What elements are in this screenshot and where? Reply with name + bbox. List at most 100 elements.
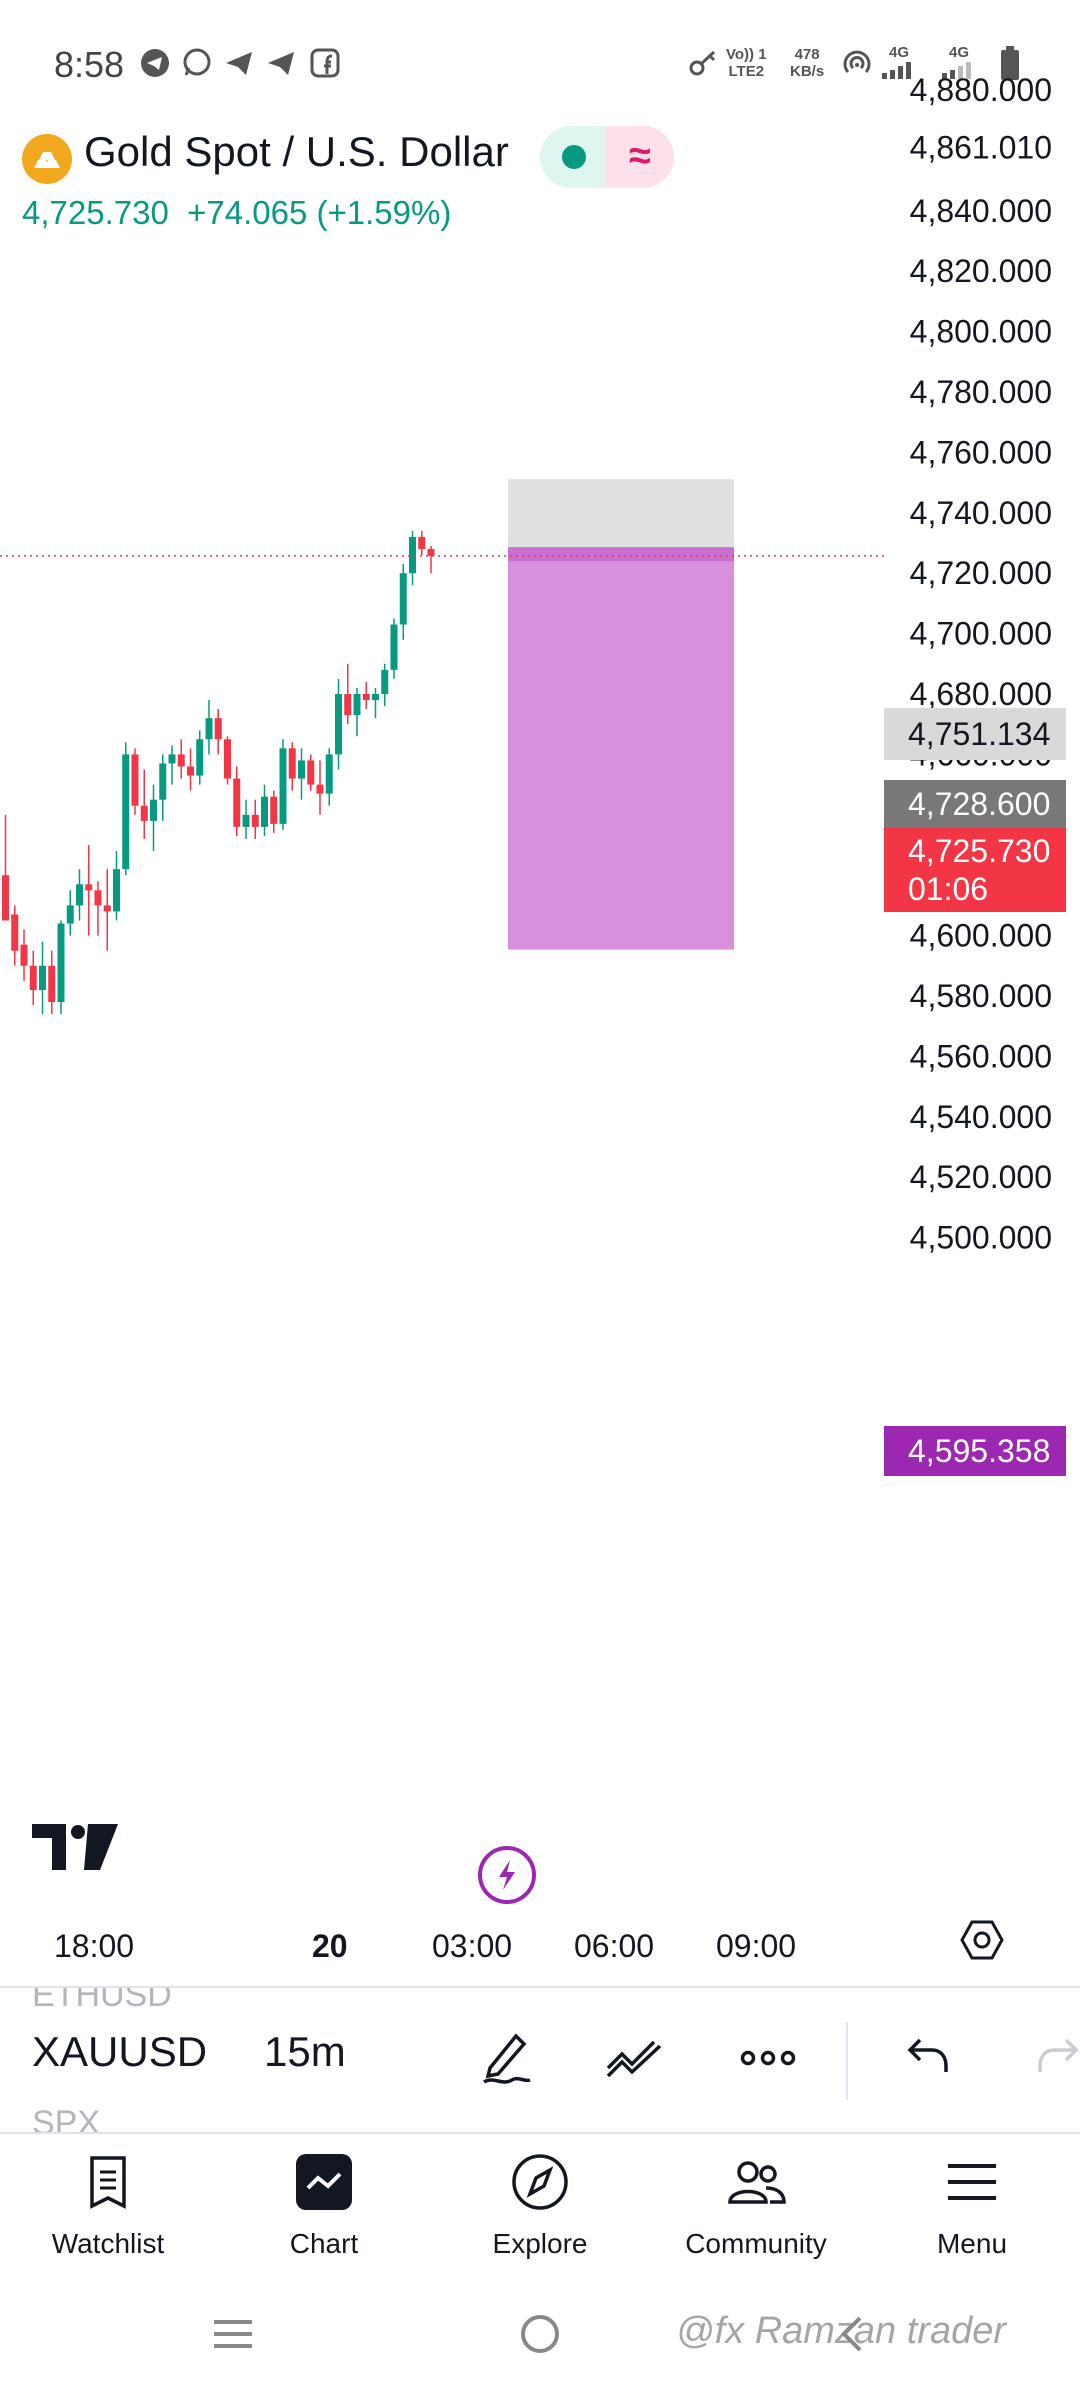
stop-price-badge: 4,595.358 xyxy=(884,1426,1066,1476)
candle-body xyxy=(177,754,185,767)
home-icon[interactable] xyxy=(518,2312,562,2356)
candle-body xyxy=(140,805,148,821)
entry-band xyxy=(508,547,734,562)
candle-body xyxy=(66,905,74,924)
candle-body xyxy=(353,694,361,716)
facebook-icon xyxy=(310,48,340,78)
candle-body xyxy=(113,869,120,912)
candle-body xyxy=(390,624,398,670)
candle-body xyxy=(242,814,250,827)
hotspot-icon xyxy=(843,50,871,73)
candle-body xyxy=(39,965,46,990)
gold-logo-icon xyxy=(22,134,72,184)
nav-community[interactable]: Community xyxy=(656,2134,856,2284)
price-axis-label: 4,600.000 xyxy=(910,918,1052,954)
entry-price-badge: 4,728.600 xyxy=(884,780,1066,828)
delayed-data-icon: ≈ xyxy=(606,126,674,188)
symbol-title[interactable]: Gold Spot / U.S. Dollar xyxy=(84,128,509,175)
price-change: +74.065 (+1.59%) xyxy=(187,194,452,231)
community-icon xyxy=(728,2161,786,2204)
price-axis-label: 4,740.000 xyxy=(910,495,1052,531)
interval-selector[interactable]: 15m xyxy=(264,2028,346,2075)
candle-body xyxy=(362,694,370,701)
send-icon xyxy=(268,52,294,75)
candle-body xyxy=(224,739,231,779)
more-tools-icon[interactable] xyxy=(738,2028,798,2088)
price-axis-label: 4,840.000 xyxy=(910,193,1052,229)
nav-menu[interactable]: Menu xyxy=(872,2134,1072,2284)
nav-label: Explore xyxy=(492,2228,588,2259)
candle-body xyxy=(381,669,389,694)
battery-icon xyxy=(1001,46,1019,80)
nav-label: Menu xyxy=(936,2228,1008,2259)
candle-body xyxy=(2,875,9,921)
system-navigation-bar xyxy=(0,2284,1080,2392)
position-tool[interactable] xyxy=(0,479,884,950)
candle-body xyxy=(94,890,102,906)
candle-body xyxy=(279,748,287,824)
price-axis-label: 4,720.000 xyxy=(910,555,1052,591)
redo-icon[interactable] xyxy=(1030,2028,1080,2088)
nav-watchlist[interactable]: Watchlist xyxy=(8,2134,208,2284)
candle-body xyxy=(150,799,157,821)
undo-icon[interactable] xyxy=(896,2028,956,2088)
candle-body xyxy=(29,965,37,990)
time-label: 03:00 xyxy=(432,1928,513,1964)
watchlist-icon xyxy=(90,2156,126,2209)
key-icon xyxy=(689,50,716,76)
price-axis-label: 4,861.010 xyxy=(910,129,1052,165)
chart-icon xyxy=(296,2154,352,2210)
back-icon[interactable] xyxy=(836,2314,866,2354)
network-speed: 478 KB/s xyxy=(790,46,825,80)
price-change-line: 4,725.730 +74.065 (+1.59%) xyxy=(22,194,451,232)
candle-body xyxy=(214,718,222,740)
flash-icon[interactable] xyxy=(478,1846,536,1904)
recent-apps-icon[interactable] xyxy=(210,2314,256,2354)
nav-chart[interactable]: Chart xyxy=(224,2134,424,2284)
stop-zone[interactable] xyxy=(508,547,734,950)
candle-body xyxy=(261,796,268,827)
volte-indicator: Vo)) 1 LTE2 xyxy=(726,46,767,80)
trend-lines-icon[interactable] xyxy=(604,2028,664,2088)
market-open-indicator xyxy=(540,126,606,188)
next-symbol[interactable]: SPX xyxy=(32,2104,101,2134)
price-axis-label: 4,700.000 xyxy=(910,616,1052,652)
send-icon xyxy=(226,52,252,75)
status-time: 8:58 xyxy=(54,44,125,85)
candle-body xyxy=(196,739,204,776)
candle-body xyxy=(325,754,333,794)
time-label: 09:00 xyxy=(716,1928,797,1964)
price-axis-label: 4,500.000 xyxy=(910,1220,1052,1256)
candle-body xyxy=(316,784,324,794)
time-label-day: 20 xyxy=(312,1928,348,1964)
candle-body xyxy=(418,536,426,550)
price-chart[interactable]: 4,880.000 4,861.010 4,840.000 4,820.000 4,80… xyxy=(0,0,1080,2000)
price-axis[interactable]: 4,880.000 4,861.010 4,840.000 4,820.000 4,80… xyxy=(910,72,1052,1256)
candle-body xyxy=(103,905,111,912)
nav-explore[interactable]: Explore xyxy=(440,2134,640,2284)
menu-icon xyxy=(948,2164,996,2200)
candle-body xyxy=(159,763,167,800)
time-label: 06:00 xyxy=(574,1928,655,1964)
axis-settings-icon[interactable] xyxy=(960,1918,1004,1962)
candle-body xyxy=(233,778,241,827)
market-status-pill[interactable]: ≈ xyxy=(540,126,674,188)
candle-body xyxy=(427,549,435,556)
candle-body xyxy=(122,754,130,870)
price-axis-label: 4,680.000 xyxy=(910,676,1052,712)
candle-body xyxy=(270,796,278,824)
tradingview-logo-icon[interactable] xyxy=(32,1824,118,1870)
candle-body xyxy=(409,536,416,574)
drawing-pen-icon[interactable] xyxy=(476,2028,536,2088)
watermark: @fx Ramzan trader xyxy=(676,2310,1007,2352)
last-price-badge: 4,725.730 01:06 xyxy=(884,828,1066,912)
bottom-navigation: Watchlist Chart Explore Community Menu xyxy=(0,2134,1080,2284)
candle-body xyxy=(205,718,213,740)
previous-symbol[interactable]: ETHUSD xyxy=(32,1986,172,2014)
nav-label: Community xyxy=(685,2228,827,2259)
price-axis-label: 4,780.000 xyxy=(910,374,1052,410)
time-label: 18:00 xyxy=(54,1928,135,1964)
target-zone[interactable] xyxy=(508,479,734,548)
symbol-selector[interactable]: XAUUSD xyxy=(32,2028,208,2075)
candle-body xyxy=(76,884,83,906)
